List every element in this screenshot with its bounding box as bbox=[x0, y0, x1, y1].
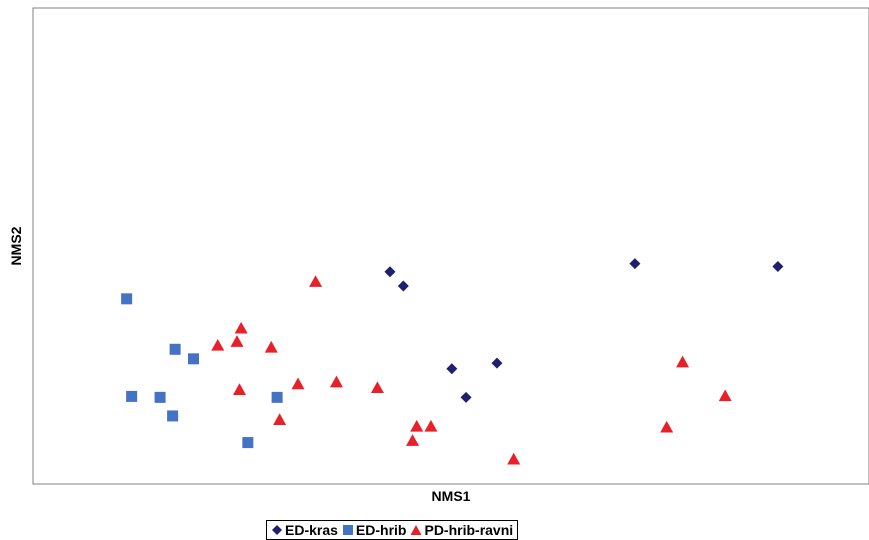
data-point-square-1-3 bbox=[167, 410, 179, 422]
data-point-square-1-1 bbox=[126, 390, 138, 402]
legend-label: ED-kras bbox=[285, 522, 338, 538]
data-point-diamond-0-4 bbox=[491, 357, 503, 369]
x-axis-label: NMS1 bbox=[432, 488, 471, 504]
y-axis-label: NMS2 bbox=[8, 226, 24, 265]
data-point-square-1-7 bbox=[271, 391, 283, 403]
data-point-square-1-6 bbox=[242, 437, 254, 449]
plot-area-frame bbox=[32, 7, 869, 485]
data-point-triangle-2-7 bbox=[309, 275, 323, 287]
data-point-diamond-0-1 bbox=[397, 280, 409, 292]
legend-item-ed-kras: ED-kras bbox=[271, 522, 338, 538]
data-point-square-1-0 bbox=[121, 293, 133, 305]
data-point-triangle-2-1 bbox=[230, 335, 244, 347]
legend-item-ed-hrib: ED-hrib bbox=[342, 522, 407, 538]
data-point-triangle-2-12 bbox=[424, 419, 438, 432]
data-point-triangle-2-5 bbox=[273, 413, 287, 425]
data-point-diamond-0-5 bbox=[629, 258, 641, 270]
scatter-chart: NMS1 NMS2 bbox=[8, 7, 869, 504]
legend-item-pd-hrib-ravni: PD-hrib-ravni bbox=[410, 522, 513, 538]
data-point-triangle-2-9 bbox=[370, 381, 384, 394]
data-point-triangle-2-15 bbox=[676, 355, 690, 368]
data-point-triangle-2-10 bbox=[406, 434, 420, 446]
data-points bbox=[121, 258, 784, 465]
triangle-marker-icon bbox=[410, 525, 422, 535]
data-point-triangle-2-0 bbox=[211, 338, 225, 351]
square-marker-icon bbox=[342, 525, 353, 535]
data-point-diamond-0-6 bbox=[772, 260, 784, 272]
data-point-triangle-2-2 bbox=[232, 383, 246, 395]
data-point-diamond-0-2 bbox=[446, 363, 458, 375]
data-point-triangle-2-4 bbox=[264, 340, 278, 353]
legend: ED-kras ED-hrib PD-hrib-ravni bbox=[266, 520, 519, 540]
data-point-triangle-2-14 bbox=[660, 420, 674, 433]
legend-label: PD-hrib-ravni bbox=[424, 522, 514, 538]
data-point-triangle-2-13 bbox=[507, 452, 521, 465]
data-point-diamond-0-3 bbox=[460, 391, 472, 403]
diamond-marker-icon bbox=[272, 525, 282, 535]
data-point-triangle-2-6 bbox=[291, 377, 305, 390]
data-point-triangle-2-3 bbox=[234, 321, 248, 334]
data-point-diamond-0-0 bbox=[384, 266, 396, 278]
legend-label: ED-hrib bbox=[355, 522, 407, 538]
data-point-square-1-5 bbox=[188, 353, 200, 365]
data-point-triangle-2-11 bbox=[410, 419, 424, 432]
data-point-triangle-2-8 bbox=[329, 375, 343, 388]
data-point-square-1-4 bbox=[169, 343, 181, 355]
data-point-triangle-2-16 bbox=[718, 389, 732, 402]
data-point-square-1-2 bbox=[154, 391, 166, 403]
